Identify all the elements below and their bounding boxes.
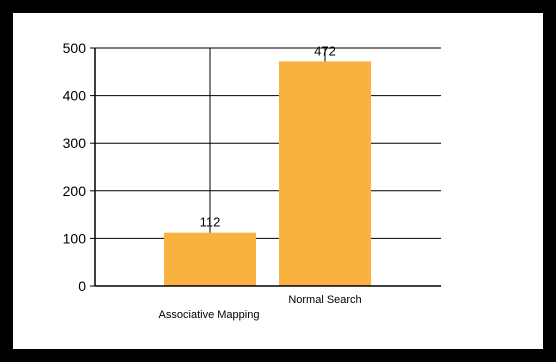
y-tick-label: 400 [63,88,87,104]
data-label: 472 [314,43,336,58]
x-category-label: Associative Mapping [159,309,260,321]
bars [164,61,371,286]
bar-2 [279,61,371,286]
bar-1 [164,232,256,286]
bar-chart: 0 100 200 300 400 500 112 472 Associative Mappin… [63,40,441,321]
y-tick-label: 500 [63,40,87,56]
y-tick-label: 300 [63,135,87,151]
data-label: 112 [200,215,221,230]
chart-container: 0 100 200 300 400 500 112 472 Associative Mappin… [13,13,543,349]
axes [90,47,441,287]
gridlines [95,47,441,286]
y-tick-label: 200 [63,183,87,199]
inner-frame: 0 100 200 300 400 500 112 472 Associative Mappin… [11,11,545,351]
labels: 0 100 200 300 400 500 112 472 Associative Mappin… [63,40,362,321]
y-tick-label: 0 [78,278,86,294]
x-category-label: Normal Search [288,294,361,306]
y-tick-label: 100 [63,230,87,246]
